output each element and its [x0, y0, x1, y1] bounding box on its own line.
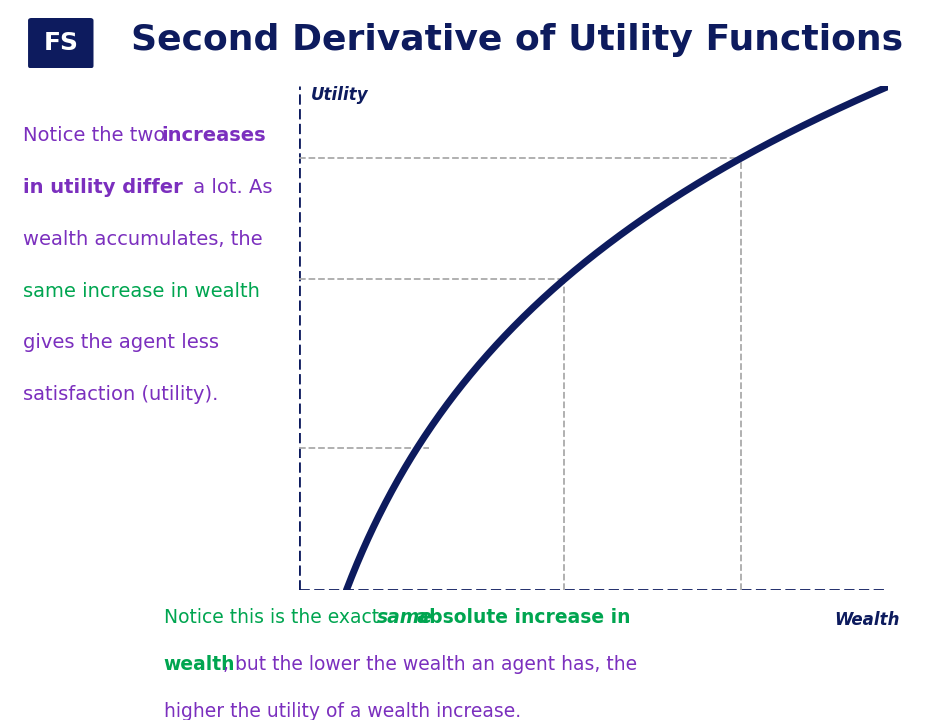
Text: a lot. As: a lot. As — [187, 178, 272, 197]
Text: FS: FS — [43, 31, 79, 55]
Text: absolute increase in: absolute increase in — [410, 608, 631, 627]
Text: in utility differ: in utility differ — [23, 178, 183, 197]
Text: Second Derivative of Utility Functions: Second Derivative of Utility Functions — [131, 22, 903, 57]
Text: Utility: Utility — [311, 86, 368, 104]
Text: , but the lower the wealth an agent has, the: , but the lower the wealth an agent has,… — [223, 655, 637, 674]
Text: increases: increases — [162, 126, 266, 145]
Text: higher the utility of a wealth increase.: higher the utility of a wealth increase. — [164, 702, 521, 720]
Text: same: same — [377, 608, 433, 627]
Text: Wealth: Wealth — [835, 611, 900, 629]
Text: Notice this is the exact: Notice this is the exact — [164, 608, 384, 627]
Text: Notice the two: Notice the two — [23, 126, 172, 145]
Text: same increase in wealth: same increase in wealth — [23, 282, 260, 300]
Text: gives the agent less: gives the agent less — [23, 333, 220, 352]
Text: wealth accumulates, the: wealth accumulates, the — [23, 230, 263, 248]
Text: wealth: wealth — [164, 655, 235, 674]
Text: satisfaction (utility).: satisfaction (utility). — [23, 385, 219, 404]
FancyBboxPatch shape — [28, 18, 94, 68]
